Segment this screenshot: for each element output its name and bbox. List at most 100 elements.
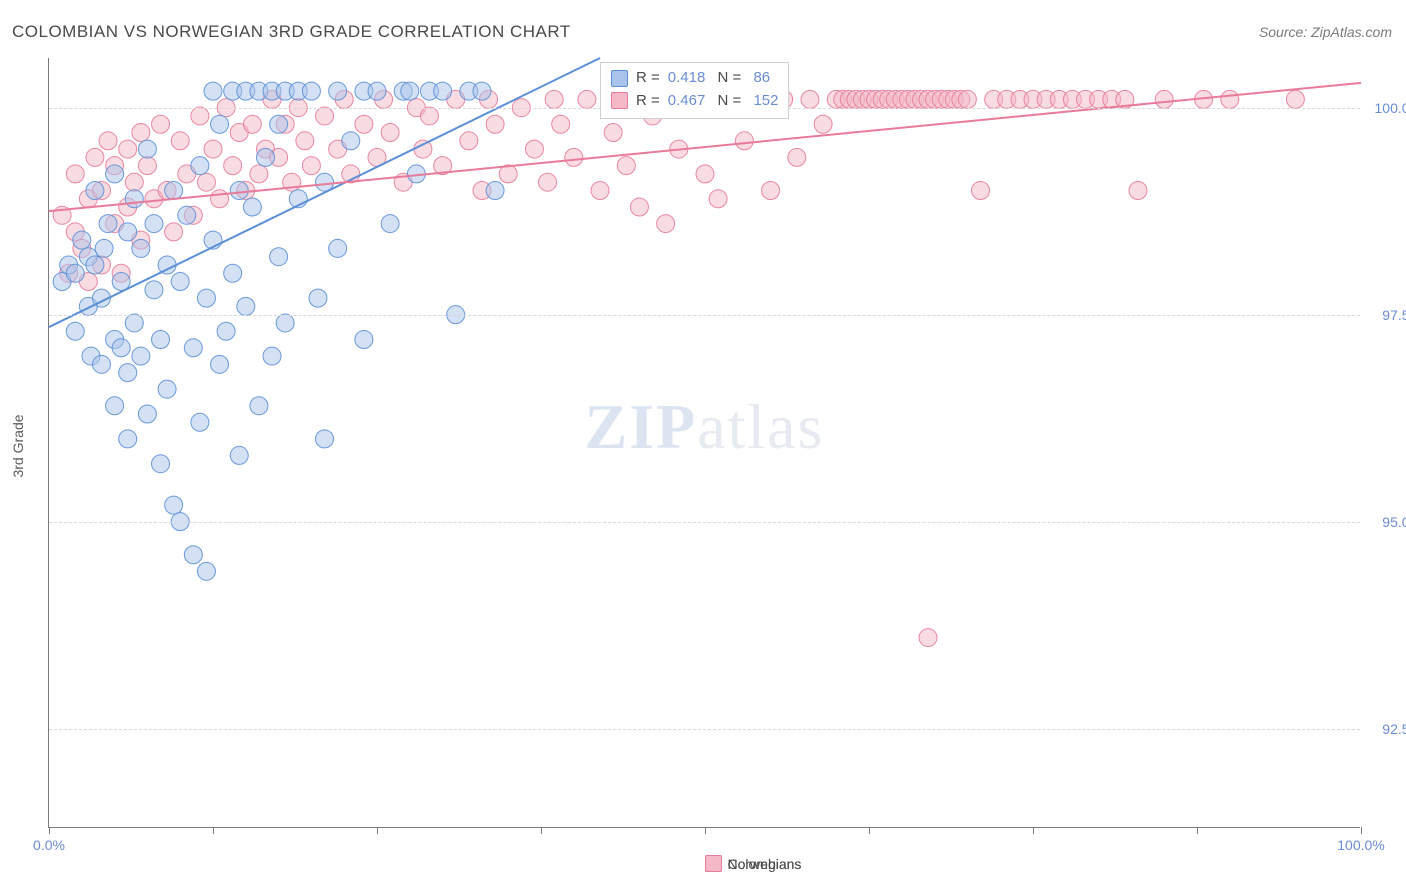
colombians-point xyxy=(86,181,104,199)
colombians-point xyxy=(138,405,156,423)
colombians-point xyxy=(329,239,347,257)
norwegians-point xyxy=(460,132,478,150)
norwegians-point xyxy=(152,115,170,133)
norwegians-point xyxy=(591,181,609,199)
stats-n-value: 152 xyxy=(749,90,778,113)
colombians-point xyxy=(165,181,183,199)
norwegians-point xyxy=(138,157,156,175)
x-tick-label: 100.0% xyxy=(1337,837,1384,853)
norwegians-point xyxy=(302,157,320,175)
norwegians-point xyxy=(545,90,563,108)
stats-n-value: 86 xyxy=(749,67,770,90)
colombians-point xyxy=(276,314,294,332)
colombians-point xyxy=(145,281,163,299)
stats-row: R =0.467 N = 152 xyxy=(611,90,778,113)
norwegians-point xyxy=(125,173,143,191)
norwegians-point xyxy=(762,181,780,199)
plot-svg xyxy=(49,58,1360,827)
colombians-point xyxy=(401,82,419,100)
colombians-point xyxy=(99,215,117,233)
chart-title: COLOMBIAN VS NORWEGIAN 3RD GRADE CORRELA… xyxy=(12,22,571,42)
colombians-point xyxy=(112,339,130,357)
norwegians-point xyxy=(788,148,806,166)
norwegians-point xyxy=(66,165,84,183)
stats-swatch xyxy=(611,70,628,87)
colombians-point xyxy=(152,455,170,473)
norwegians-point xyxy=(565,148,583,166)
colombians-point xyxy=(243,198,261,216)
colombians-point xyxy=(197,289,215,307)
colombians-point xyxy=(197,562,215,580)
norwegians-point xyxy=(801,90,819,108)
colombians-point xyxy=(368,82,386,100)
colombians-point xyxy=(119,223,137,241)
x-tick xyxy=(49,827,50,834)
colombians-point xyxy=(211,355,229,373)
norwegians-point xyxy=(1286,90,1304,108)
colombians-point xyxy=(302,82,320,100)
norwegians-point xyxy=(296,132,314,150)
norwegians-point xyxy=(657,215,675,233)
norwegians-point xyxy=(165,223,183,241)
colombians-point xyxy=(211,115,229,133)
colombians-point xyxy=(158,380,176,398)
norwegians-point xyxy=(709,190,727,208)
stats-r-value: 0.467 xyxy=(668,90,706,113)
stats-box: R =0.418 N = 86R =0.467 N = 152 xyxy=(600,62,789,119)
colombians-point xyxy=(66,322,84,340)
colombians-point xyxy=(237,297,255,315)
y-tick-label: 95.0% xyxy=(1366,514,1406,530)
colombians-point xyxy=(95,239,113,257)
y-gridline xyxy=(49,522,1360,523)
colombians-point xyxy=(119,430,137,448)
norwegians-point xyxy=(486,115,504,133)
colombians-point xyxy=(230,181,248,199)
plot-area: ZIPatlas 92.5%95.0%97.5%100.0%0.0%100.0%… xyxy=(48,58,1360,828)
norwegians-point xyxy=(171,132,189,150)
norwegians-point xyxy=(735,132,753,150)
norwegians-point xyxy=(86,148,104,166)
colombians-point xyxy=(184,339,202,357)
colombians-point xyxy=(381,215,399,233)
norwegians-point xyxy=(617,157,635,175)
norwegians-point xyxy=(224,157,242,175)
norwegians-point xyxy=(630,198,648,216)
norwegians-point xyxy=(316,107,334,125)
colombians-point xyxy=(230,446,248,464)
stats-n-label: N = xyxy=(713,90,741,113)
x-tick-label: 0.0% xyxy=(33,837,65,853)
x-tick xyxy=(213,827,214,834)
norwegians-point xyxy=(552,115,570,133)
colombians-point xyxy=(486,181,504,199)
colombians-point xyxy=(316,430,334,448)
colombians-point xyxy=(184,546,202,564)
norwegians-point xyxy=(355,115,373,133)
x-tick xyxy=(377,827,378,834)
colombians-point xyxy=(355,331,373,349)
legend-item-norwegians: Norwegians xyxy=(705,855,802,872)
colombians-point xyxy=(152,331,170,349)
norwegians-point xyxy=(191,107,209,125)
norwegians-point xyxy=(132,124,150,142)
y-tick-label: 97.5% xyxy=(1366,307,1406,323)
colombians-point xyxy=(270,115,288,133)
norwegians-point xyxy=(539,173,557,191)
x-tick xyxy=(1197,827,1198,834)
norwegians-point xyxy=(578,90,596,108)
colombians-point xyxy=(145,215,163,233)
y-axis-title: 3rd Grade xyxy=(10,414,26,477)
norwegians-point xyxy=(420,107,438,125)
stats-swatch xyxy=(611,92,628,109)
norwegians-point xyxy=(1221,90,1239,108)
norwegians-point xyxy=(99,132,117,150)
colombians-point xyxy=(342,132,360,150)
colombians-point xyxy=(256,148,274,166)
legend-label: Norwegians xyxy=(728,856,802,872)
norwegians-point xyxy=(204,140,222,158)
chart-container: COLOMBIAN VS NORWEGIAN 3RD GRADE CORRELA… xyxy=(0,0,1406,892)
colombians-point xyxy=(125,314,143,332)
colombians-point xyxy=(125,190,143,208)
colombians-point xyxy=(73,231,91,249)
colombians-point xyxy=(132,347,150,365)
colombians-point xyxy=(106,397,124,415)
